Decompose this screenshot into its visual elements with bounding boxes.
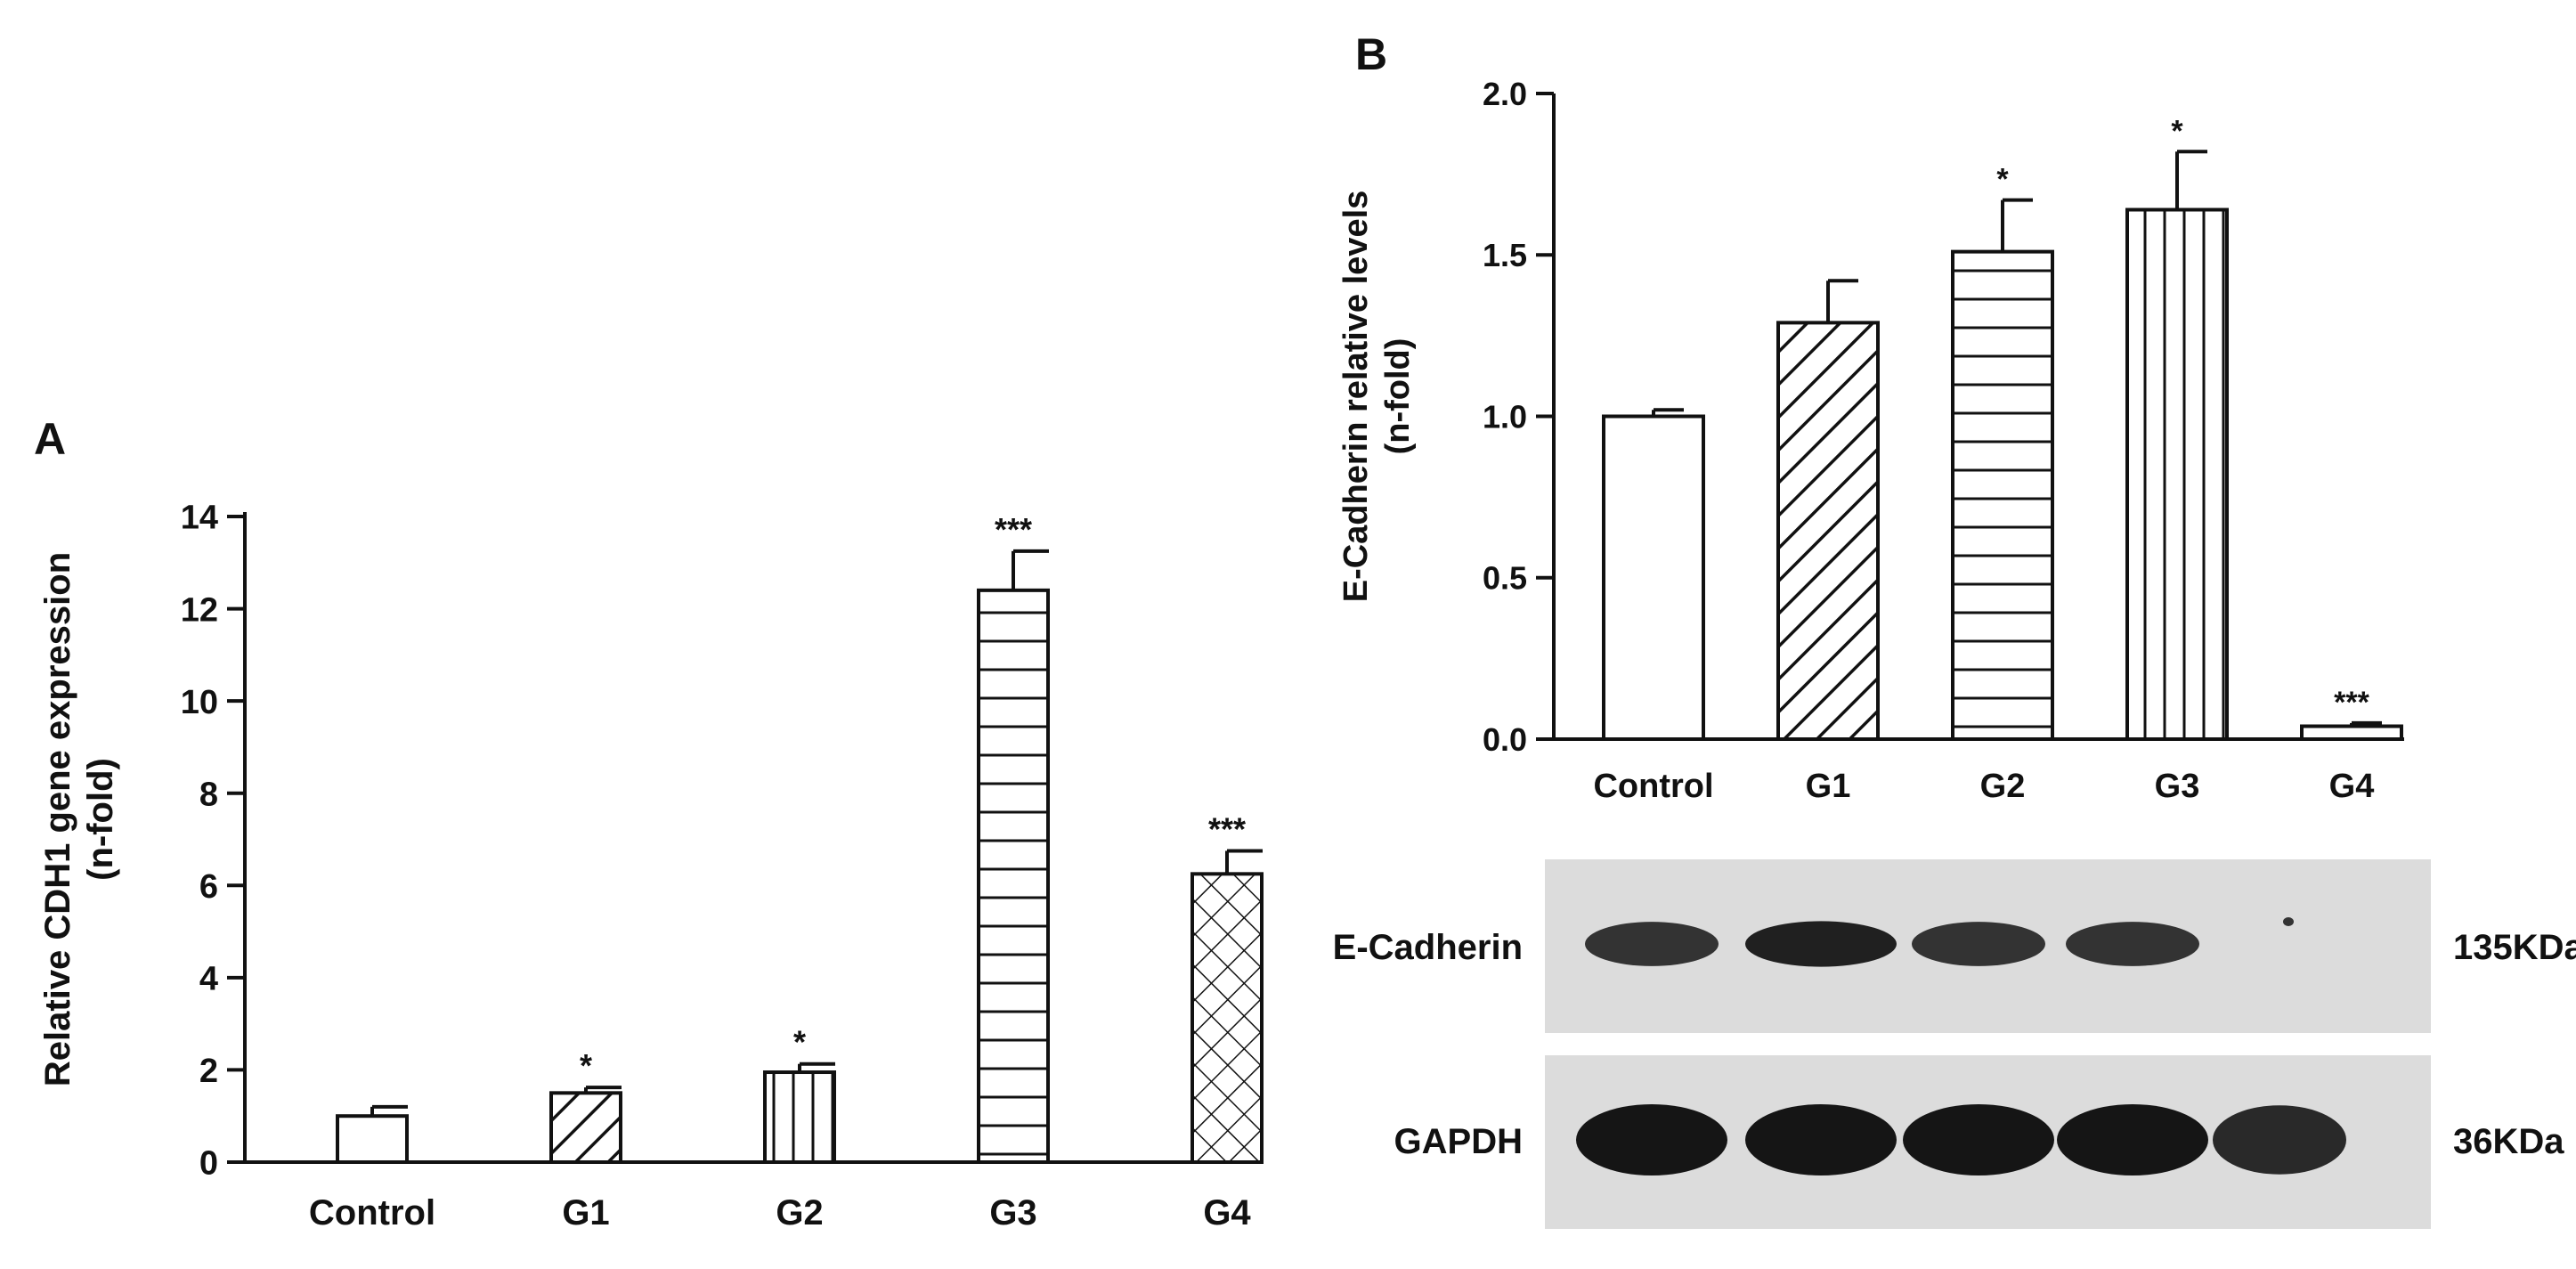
chart-b-bars: ***** [1602, 114, 2403, 741]
blot-bands-e-cadherin [1585, 917, 2294, 967]
chart-b-bar-g4 [2300, 724, 2403, 741]
blot-row-gapdh: GAPDH 36KDa [1394, 1055, 2564, 1229]
chart-b-y-ticks: 0.0 0.5 1.0 1.5 2.0 [1483, 76, 1554, 758]
chart-b-y-tick-label: 0.0 [1483, 721, 1527, 758]
western-blot: E-Cadherin 135KDa GAPDH 36KDa [1333, 859, 2576, 1229]
chart-a-y-tick-label: 2 [199, 1053, 218, 1090]
chart-a-bar-g4 [1190, 872, 1264, 1164]
chart-b-significance-marker: * [2171, 114, 2183, 148]
blot-band [2283, 917, 2294, 926]
chart-b-y-tick-label: 1.5 [1483, 237, 1527, 273]
chart-a-y-tick-label: 8 [199, 776, 218, 813]
blot-band [2213, 1105, 2346, 1175]
chart-a-x-labels: Control G1 G2 G3 G4 [309, 1193, 1252, 1232]
chart-b-bar-g1 [1776, 321, 1880, 741]
chart-a-y-tick-label: 4 [199, 961, 218, 998]
chart-a-x-label: Control [309, 1193, 435, 1232]
chart-a-bar-g3 [977, 588, 1050, 1164]
chart-b-y-tick-label: 2.0 [1483, 76, 1527, 112]
chart-a-x-label: G3 [989, 1193, 1036, 1232]
chart-a-y-axis-label: Relative CDH1 gene expression [38, 552, 77, 1086]
chart-a-bars: ******** [336, 511, 1264, 1164]
panel-label-a: A [34, 414, 66, 464]
chart-a-bar-control [336, 1114, 409, 1164]
chart-a-axes [243, 512, 1224, 1164]
chart-b-y-axis-label: E-Cadherin relative levels [1337, 191, 1375, 603]
chart-a-x-label: G2 [776, 1193, 823, 1232]
blot-band [1585, 922, 1719, 966]
chart-a-y-tick-label: 14 [181, 500, 218, 537]
blot-protein-label-gapdh: GAPDH [1394, 1122, 1523, 1161]
chart-b-significance-marker: *** [2334, 686, 2369, 720]
chart-a-significance-marker: *** [995, 511, 1032, 548]
chart-b-bar-control [1602, 414, 1705, 741]
chart-b-x-label: G4 [2329, 768, 2375, 805]
panel-label-b: B [1355, 29, 1387, 79]
chart-a-x-label: G1 [562, 1193, 609, 1232]
chart-b-x-label: G2 [1980, 768, 2026, 805]
chart-b-significance-marker: * [1996, 163, 2009, 197]
blot-band [2066, 922, 2199, 966]
chart-b-x-label: Control [1593, 768, 1713, 805]
chart-a-significance-marker: * [793, 1024, 806, 1061]
chart-a-y-tick-label: 10 [181, 684, 218, 721]
chart-b-y-tick-label: 1.0 [1483, 398, 1527, 435]
blot-band [1912, 922, 2045, 966]
chart-b-bar-g3 [2125, 207, 2229, 741]
chart-a-significance-marker: * [580, 1047, 592, 1084]
chart-a-y-tick-label: 12 [181, 591, 218, 629]
chart-a-bar-g1 [549, 1091, 622, 1164]
chart-b: 0.00.51.01.52.0 ***** Control G1 G2 G3 G4 E-… [1337, 76, 2404, 805]
chart-a-y-tick-label: 6 [199, 868, 218, 906]
chart-b-x-label: G3 [2155, 768, 2200, 805]
blot-band [1903, 1104, 2054, 1175]
blot-row-e-cadherin: E-Cadherin 135KDa [1333, 859, 2576, 1033]
blot-band [2057, 1104, 2208, 1175]
chart-a-bar-g2 [763, 1070, 836, 1164]
chart-b-x-label: G1 [1806, 768, 1851, 805]
chart-a-y-axis-sublabel: (n-fold) [81, 758, 120, 881]
chart-b-bar-g2 [1951, 249, 2054, 741]
blot-protein-label-e-cadherin: E-Cadherin [1333, 928, 1523, 967]
blot-band [1745, 1104, 1897, 1175]
chart-b-y-axis-sublabel: (n-fold) [1379, 338, 1417, 455]
blot-band [1576, 1104, 1727, 1175]
chart-a-significance-marker: *** [1208, 810, 1246, 847]
chart-a-y-ticks: 0 2 4 6 8 10 12 14 [181, 500, 245, 1183]
chart-b-y-tick-label: 0.5 [1483, 560, 1527, 597]
blot-band [1745, 921, 1897, 967]
blot-size-label-gapdh: 36KDa [2453, 1122, 2564, 1161]
chart-a-x-label: G4 [1203, 1193, 1251, 1232]
blot-bands-gapdh [1576, 1104, 2346, 1175]
chart-b-x-labels: Control G1 G2 G3 G4 [1593, 768, 2374, 805]
chart-a-y-tick-label: 0 [199, 1145, 218, 1183]
blot-size-label-e-cadherin: 135KDa [2453, 928, 2576, 967]
